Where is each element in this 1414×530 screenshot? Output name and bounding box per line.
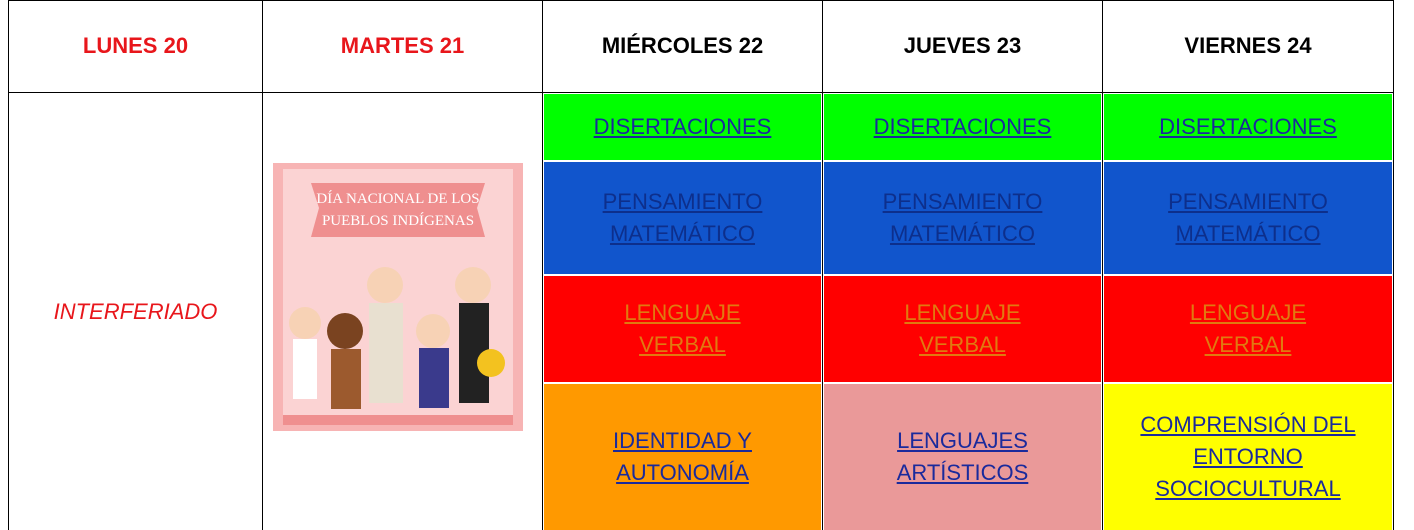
column-border [262,0,263,530]
subject-text: DISERTACIONES [593,114,772,139]
subject-cell: DISERTACIONES [824,94,1101,160]
column-border [1393,0,1394,530]
day-header: VIERNES 24 [1184,33,1312,58]
poster-caption: PUEBLOS INDÍGENAS [322,212,474,229]
subject-cell: LENGUAJE VERBAL [1104,276,1392,382]
subject-cell: PENSAMIENTO MATEMÁTICO [544,162,821,274]
subject-cell: COMPRENSIÓN DEL ENTORNO SOCIOCULTURAL [1104,384,1392,530]
figures [289,267,505,409]
subject-cell: DISERTACIONES [544,94,821,160]
subject-text: LENGUAJE [1189,300,1307,325]
subject-text: SOCIOCULTURAL [1155,476,1341,501]
day-header: MIÉRCOLES 22 [601,33,764,58]
subject-text: DISERTACIONES [1159,114,1337,139]
day-header: JUEVES 23 [903,33,1022,58]
subject-text: COMPRENSIÓN DEL [1140,412,1356,437]
poster-caption: DÍA NACIONAL DE LOS [316,190,479,207]
subject-text: MATEMÁTICO [609,221,756,246]
subject-cell: PENSAMIENTO MATEMÁTICO [1104,162,1392,274]
subject-text: LENGUAJE [624,300,741,325]
subject-text: PENSAMIENTO [882,189,1043,214]
column-border [1102,0,1103,530]
note-text: INTERFERIADO [53,298,218,324]
subject-text: VERBAL [639,332,726,357]
day-header: MARTES 21 [340,33,465,58]
note: INTERFERIADO [9,93,262,530]
poster-image: DÍA NACIONAL DE LOS PUEBLOS INDÍGENAS [273,163,523,431]
column-border [542,0,543,530]
subject-text: LENGUAJES [897,428,1028,453]
column-border [822,0,823,530]
subject-cell: IDENTIDAD Y AUTONOMÍA [544,384,821,530]
column-border [8,0,9,530]
subject-text: IDENTIDAD Y [613,428,752,453]
subject-cell: DISERTACIONES [1104,94,1392,160]
subject-cell: PENSAMIENTO MATEMÁTICO [824,162,1101,274]
subject-text: VERBAL [1204,332,1292,357]
subject-text: AUTONOMÍA [616,460,749,485]
subject-text: PENSAMIENTO [1168,189,1328,214]
subject-text: ENTORNO [1193,444,1303,469]
subject-text: DISERTACIONES [873,114,1052,139]
subject-cell: LENGUAJES ARTÍSTICOS [824,384,1101,530]
day-header: LUNES 20 [82,33,189,58]
subject-text: MATEMÁTICO [889,221,1036,246]
subject-cell: LENGUAJE VERBAL [544,276,821,382]
border [8,92,1394,93]
subject-text: ARTÍSTICOS [896,460,1029,485]
subject-text: VERBAL [919,332,1006,357]
subject-text: PENSAMIENTO [602,189,763,214]
border [8,0,1394,1]
subject-text: LENGUAJE [904,300,1021,325]
subject-text: MATEMÁTICO [1175,221,1321,246]
subject-cell: LENGUAJE VERBAL [824,276,1101,382]
